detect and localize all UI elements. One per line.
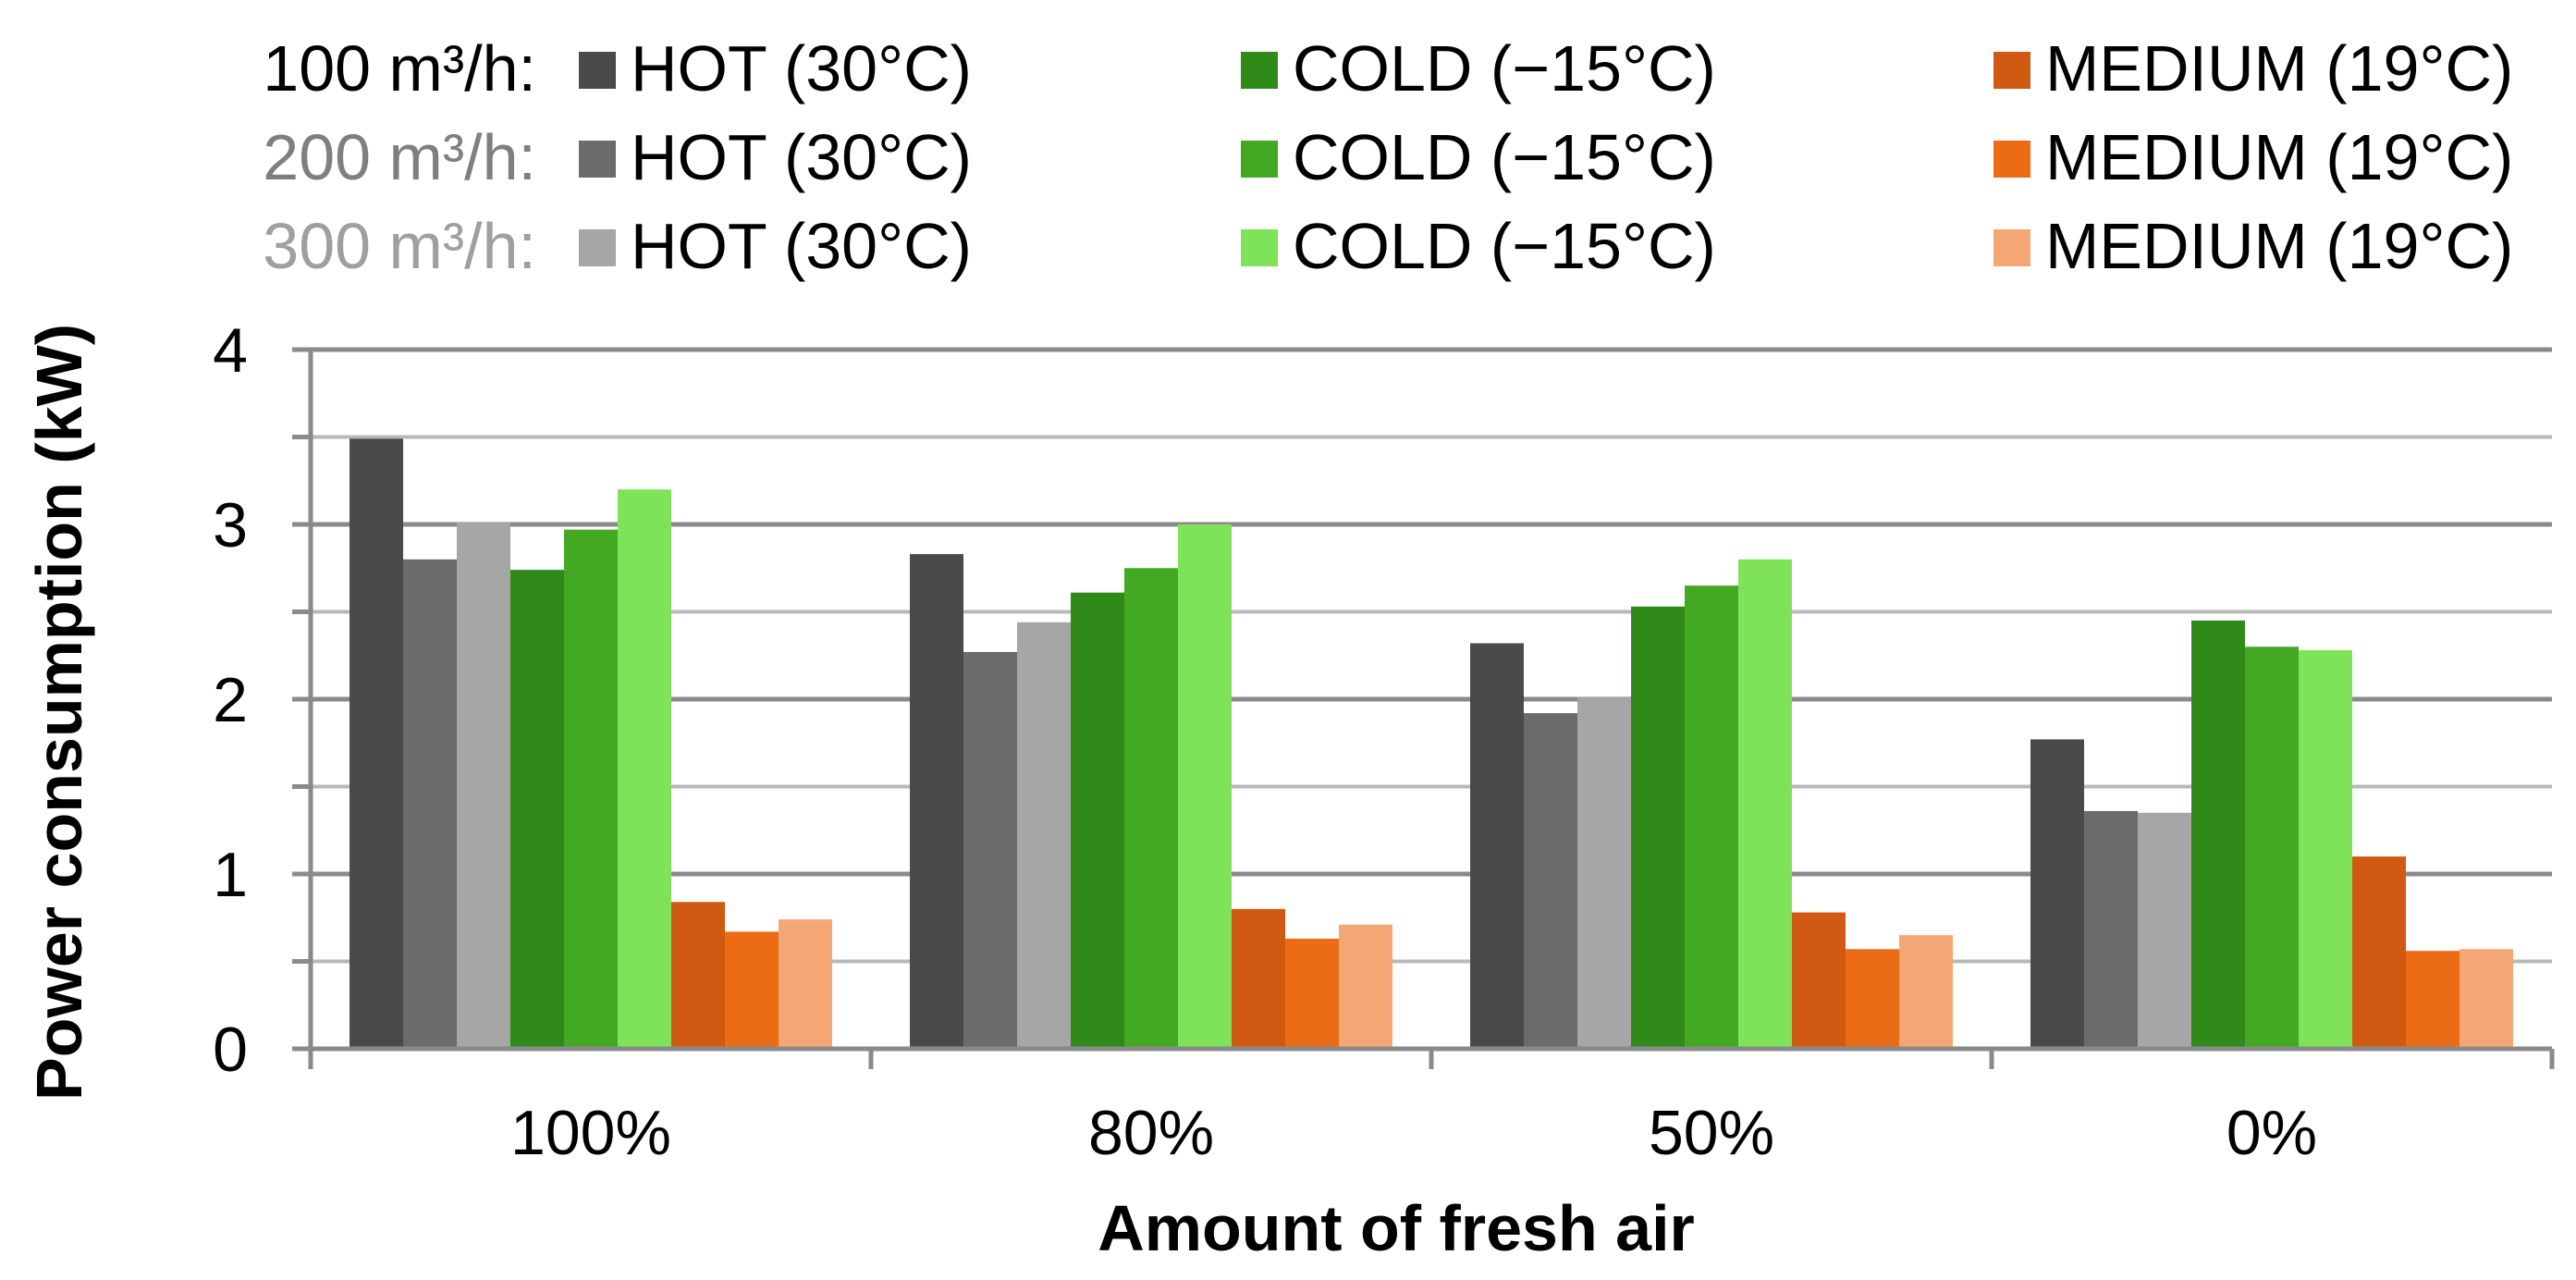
legend-row: 200 m³/h: HOT (30°C) COLD (−15°C) MEDIUM (1… bbox=[0, 113, 2576, 202]
bar bbox=[2406, 951, 2459, 1049]
legend-swatch bbox=[1241, 229, 1278, 266]
y-tick-label: 2 bbox=[213, 665, 248, 735]
x-tick-label: 80% bbox=[1088, 1098, 1214, 1168]
legend-swatch bbox=[1993, 229, 2030, 266]
bar bbox=[350, 438, 403, 1049]
legend-flow-label: 100 m³/h: bbox=[263, 32, 536, 105]
bar bbox=[1631, 606, 1685, 1049]
legend-label: HOT (30°C) bbox=[631, 210, 972, 282]
gridlines bbox=[311, 347, 2552, 964]
legend-label: MEDIUM (19°C) bbox=[2045, 210, 2514, 282]
legend-swatch bbox=[1241, 52, 1278, 89]
bar bbox=[963, 651, 1017, 1049]
y-tick-label: 1 bbox=[213, 840, 248, 910]
bar bbox=[403, 559, 457, 1049]
legend-label: MEDIUM (19°C) bbox=[2045, 121, 2514, 193]
legend-swatch bbox=[579, 141, 616, 178]
bar bbox=[1470, 643, 1524, 1049]
legend-swatch bbox=[579, 229, 616, 266]
bar bbox=[779, 919, 832, 1049]
legend-swatch bbox=[579, 52, 616, 89]
legend-label: COLD (−15°C) bbox=[1293, 121, 1716, 193]
bar bbox=[1524, 713, 1577, 1049]
legend-swatch bbox=[1993, 52, 2030, 89]
bar bbox=[2084, 810, 2138, 1049]
legend-swatch bbox=[1241, 141, 1278, 178]
bar bbox=[671, 902, 725, 1049]
bar bbox=[2191, 620, 2245, 1049]
legend-label: MEDIUM (19°C) bbox=[2045, 32, 2514, 105]
y-tick-label: 3 bbox=[213, 490, 248, 560]
bar bbox=[1899, 935, 1953, 1049]
legend: 100 m³/h: HOT (30°C) COLD (−15°C) MEDIUM (1… bbox=[0, 0, 2576, 305]
x-axis-label: Amount of fresh air bbox=[1098, 1192, 1695, 1264]
legend-swatch bbox=[1993, 141, 2030, 178]
legend-label: COLD (−15°C) bbox=[1293, 32, 1716, 105]
bar bbox=[1846, 949, 1899, 1049]
legend-row: 300 m³/h: HOT (30°C) COLD (−15°C) MEDIUM (1… bbox=[0, 202, 2576, 290]
x-tick-label: 0% bbox=[2226, 1098, 2317, 1168]
bar bbox=[910, 554, 963, 1049]
legend-label: COLD (−15°C) bbox=[1293, 210, 1716, 282]
legend-label: HOT (30°C) bbox=[631, 32, 972, 105]
bar bbox=[2299, 650, 2352, 1049]
x-tick-label: 50% bbox=[1649, 1098, 1774, 1168]
bar bbox=[1178, 524, 1232, 1049]
bar bbox=[2138, 812, 2191, 1049]
legend-flow-label: 200 m³/h: bbox=[263, 121, 536, 193]
bar bbox=[2352, 856, 2406, 1049]
bar bbox=[2459, 949, 2513, 1049]
legend-label: HOT (30°C) bbox=[631, 121, 972, 193]
bar bbox=[2245, 646, 2299, 1049]
bar bbox=[1685, 585, 1738, 1049]
bar bbox=[1071, 592, 1124, 1049]
bar bbox=[618, 489, 671, 1049]
legend-flow-label: 300 m³/h: bbox=[263, 210, 536, 282]
axes bbox=[292, 347, 2555, 1069]
y-axis-label: Power consumption (kW) bbox=[23, 324, 95, 1101]
y-tick-label: 0 bbox=[213, 1015, 248, 1085]
bar bbox=[1232, 908, 1285, 1049]
tick-labels: 0 1 2 3 4 100% 80% 50% 0% bbox=[213, 315, 2317, 1168]
bar bbox=[1017, 622, 1071, 1049]
bar bbox=[1285, 938, 1339, 1049]
bar bbox=[1792, 912, 1846, 1049]
bar bbox=[725, 931, 779, 1049]
bar bbox=[1577, 697, 1631, 1049]
bar bbox=[1339, 924, 1392, 1049]
bars bbox=[350, 438, 2513, 1049]
bar bbox=[1124, 568, 1178, 1049]
bar bbox=[457, 523, 510, 1049]
bar bbox=[510, 570, 564, 1049]
x-tick-label: 100% bbox=[510, 1098, 671, 1168]
legend-row: 100 m³/h: HOT (30°C) COLD (−15°C) MEDIUM (1… bbox=[0, 24, 2576, 113]
y-tick-label: 4 bbox=[213, 315, 248, 386]
bar bbox=[2030, 739, 2084, 1049]
bar bbox=[564, 529, 618, 1049]
bar bbox=[1738, 559, 1792, 1049]
